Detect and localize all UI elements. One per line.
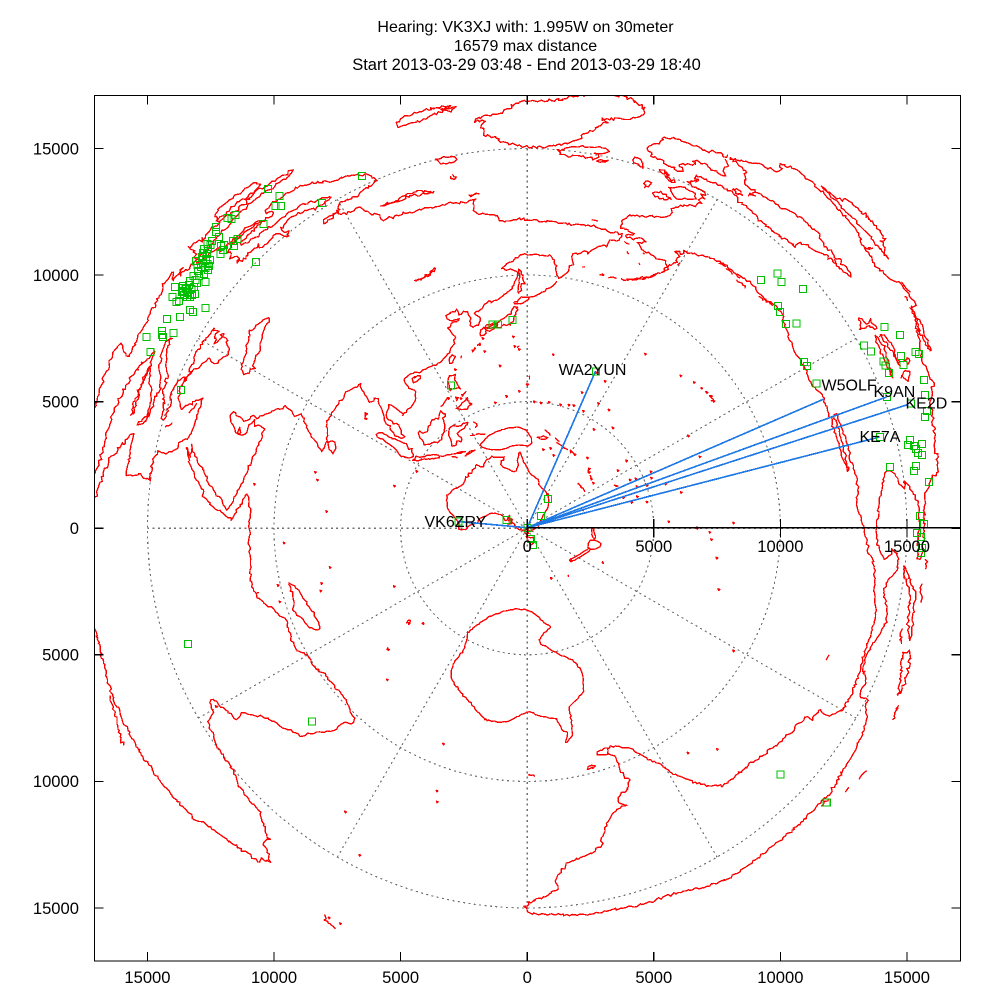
svg-text:5000: 5000 xyxy=(635,968,672,987)
svg-text:WA2YUN: WA2YUN xyxy=(559,362,627,379)
svg-text:5000: 5000 xyxy=(635,537,672,556)
svg-text:10000: 10000 xyxy=(757,968,803,987)
svg-text:5000: 5000 xyxy=(42,392,79,411)
svg-text:15000: 15000 xyxy=(884,968,930,987)
svg-text:KE7A: KE7A xyxy=(860,429,901,446)
svg-text:16579 max distance: 16579 max distance xyxy=(454,38,597,55)
svg-text:10000: 10000 xyxy=(251,968,297,987)
svg-text:VK6ZRY: VK6ZRY xyxy=(425,514,487,531)
svg-text:KE2D: KE2D xyxy=(906,395,948,412)
svg-text:10000: 10000 xyxy=(757,537,803,556)
svg-text:0: 0 xyxy=(70,519,79,538)
svg-text:15000: 15000 xyxy=(33,899,79,918)
svg-text:0: 0 xyxy=(523,968,532,987)
svg-text:10000: 10000 xyxy=(33,772,79,791)
svg-text:Start 2013-03-29 03:48 - End 2: Start 2013-03-29 03:48 - End 2013-03-29 … xyxy=(352,56,701,74)
svg-text:5000: 5000 xyxy=(42,646,79,665)
svg-text:W5OLF: W5OLF xyxy=(822,378,877,395)
svg-text:15000: 15000 xyxy=(33,139,79,158)
svg-text:15000: 15000 xyxy=(124,968,170,987)
svg-text:5000: 5000 xyxy=(382,968,419,987)
svg-text:Hearing: VK3XJ with: 1.995W on: Hearing: VK3XJ with: 1.995W on 30meter xyxy=(377,19,674,36)
svg-text:15000: 15000 xyxy=(884,537,930,556)
svg-text:0: 0 xyxy=(523,537,532,556)
svg-text:10000: 10000 xyxy=(33,266,79,285)
